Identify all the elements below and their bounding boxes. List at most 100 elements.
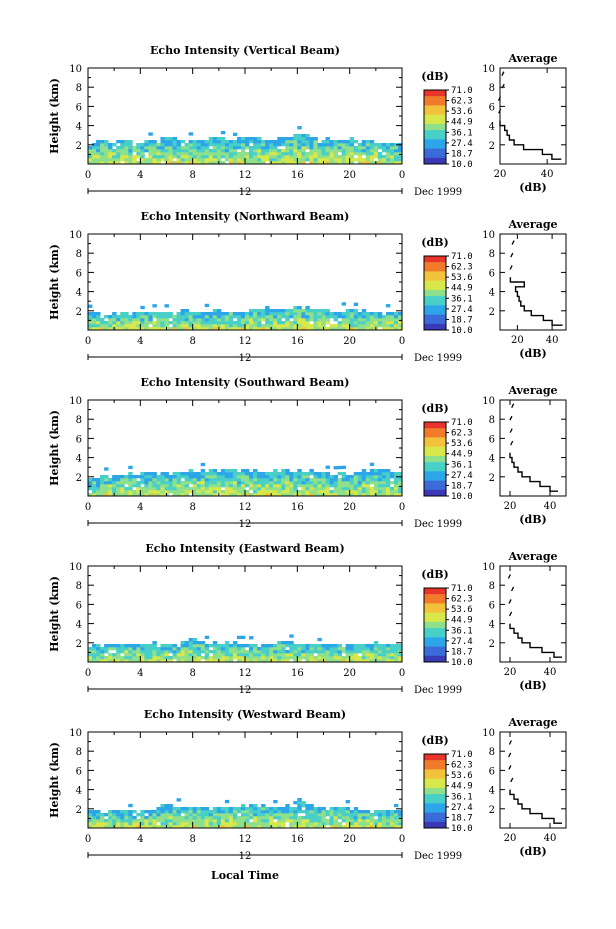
echo-cell [245,484,250,488]
echo-cell [128,158,133,162]
echo-cell [249,324,254,328]
echo-cell [269,810,274,814]
average-profile-line [509,452,558,492]
echo-cell [212,327,218,331]
echo-cell [180,481,186,485]
echo-cell [196,650,202,654]
echo-cell [273,478,278,482]
echo-cell [325,487,330,491]
echo-cell [385,816,391,820]
echo-cell [249,816,254,820]
echo-cell [245,469,250,473]
colorbar-segment [424,486,446,491]
echo-cell [393,315,399,319]
y-tick-label: 10 [69,230,82,241]
echo-cell [257,146,262,150]
echo-cell [92,493,97,497]
echo-cell [273,647,278,651]
echo-cell [289,644,294,648]
echo-cell [212,155,218,159]
echo-cell [144,825,149,829]
echo-cell [176,140,181,144]
echo-cell [132,321,137,325]
echo-cell [325,475,330,479]
echo-cell [297,647,302,651]
echo-cell [160,140,165,144]
echo-cell [397,656,403,660]
echo-cell [325,158,330,162]
echo-cell [273,481,278,485]
echo-cell [277,825,282,829]
echo-cell [216,318,222,322]
echo-cell [309,493,314,497]
echo-cell [257,813,262,817]
colorbar-segment [424,296,446,300]
echo-cell [309,146,314,150]
echo-cell [172,493,177,497]
echo-cell [385,469,391,473]
echo-cell [96,158,101,162]
echo-cell [184,819,190,823]
echo-cell [373,819,379,823]
echo-cell [144,140,149,144]
echo-cell [365,647,371,651]
echo-cell [389,487,395,491]
echo-cell [176,327,181,331]
echo-cell [220,484,226,488]
echo-cell [257,653,262,657]
echo-cell [92,647,97,651]
echo-cell [208,490,214,494]
echo-cell [301,155,306,159]
echo-cell [228,484,234,488]
echo-cell [253,813,258,817]
echo-cell [124,644,129,648]
colorbar-tick-label: 71.0 [451,418,473,428]
echo-cell [353,149,359,153]
echo-cell [160,647,165,651]
colorbar-segment [424,824,446,829]
echo-cell [172,327,177,331]
echo-cell [349,484,355,488]
echo-cell [124,825,129,829]
echo-cell [281,641,286,645]
echo-cell [265,309,270,313]
echo-cell [156,819,161,823]
echo-cell [341,318,347,322]
echo-cell [349,324,355,328]
echo-cell [261,155,266,159]
echo-cell [297,825,302,829]
colorbar-segment [424,449,446,454]
echo-cell [192,487,198,491]
avg-x-tick-label: 20 [504,667,517,678]
echo-cell [180,472,186,476]
echo-cell [152,324,157,328]
echo-cell [345,484,351,488]
echo-cell [216,644,222,648]
echo-cell [357,321,363,325]
echo-cell [257,158,262,162]
echo-cell [188,819,194,823]
echo-cell [204,813,210,817]
echo-cell [253,822,258,826]
echo-cell [144,146,149,150]
echo-cell [208,318,214,322]
echo-cell [269,321,274,325]
echo-cell [361,324,367,328]
echo-cell [120,481,125,485]
echo-cell [309,810,314,814]
echo-cell [124,143,129,147]
echo-cell [88,481,93,485]
echo-cell [381,813,387,817]
echo-cell [208,475,214,479]
echo-cell [377,315,383,319]
echo-cell [397,493,403,497]
echo-cell [345,143,351,147]
echo-cell [253,644,258,648]
echo-cell [293,659,298,663]
echo-cell [88,484,93,488]
echo-cell [249,487,254,491]
echo-cell [224,478,230,482]
echo-cell [301,315,306,319]
echo-cell [325,137,330,141]
echo-cell [309,472,314,476]
